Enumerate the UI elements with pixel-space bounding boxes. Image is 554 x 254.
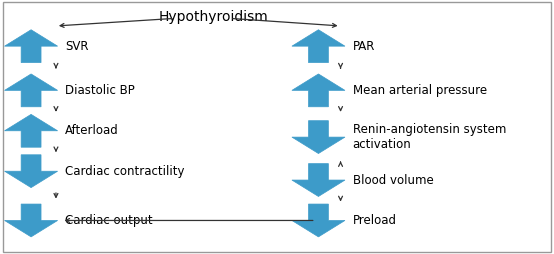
Polygon shape bbox=[4, 204, 58, 237]
Text: Cardiac output: Cardiac output bbox=[65, 214, 153, 227]
Text: Renin-angiotensin system
activation: Renin-angiotensin system activation bbox=[353, 123, 506, 151]
Polygon shape bbox=[292, 74, 345, 107]
Text: SVR: SVR bbox=[65, 40, 89, 53]
Text: Mean arterial pressure: Mean arterial pressure bbox=[353, 84, 487, 97]
Text: PAR: PAR bbox=[353, 40, 375, 53]
Text: Cardiac contractility: Cardiac contractility bbox=[65, 165, 185, 178]
Text: Preload: Preload bbox=[353, 214, 397, 227]
Polygon shape bbox=[292, 30, 345, 62]
Text: Diastolic BP: Diastolic BP bbox=[65, 84, 135, 97]
Polygon shape bbox=[292, 121, 345, 153]
Polygon shape bbox=[4, 155, 58, 188]
Polygon shape bbox=[4, 30, 58, 62]
Polygon shape bbox=[292, 204, 345, 237]
Polygon shape bbox=[4, 114, 58, 147]
Text: Blood volume: Blood volume bbox=[353, 173, 433, 186]
Polygon shape bbox=[292, 164, 345, 196]
Polygon shape bbox=[4, 74, 58, 107]
Text: Hypothyroidism: Hypothyroidism bbox=[158, 10, 268, 24]
Text: Afterload: Afterload bbox=[65, 124, 119, 137]
